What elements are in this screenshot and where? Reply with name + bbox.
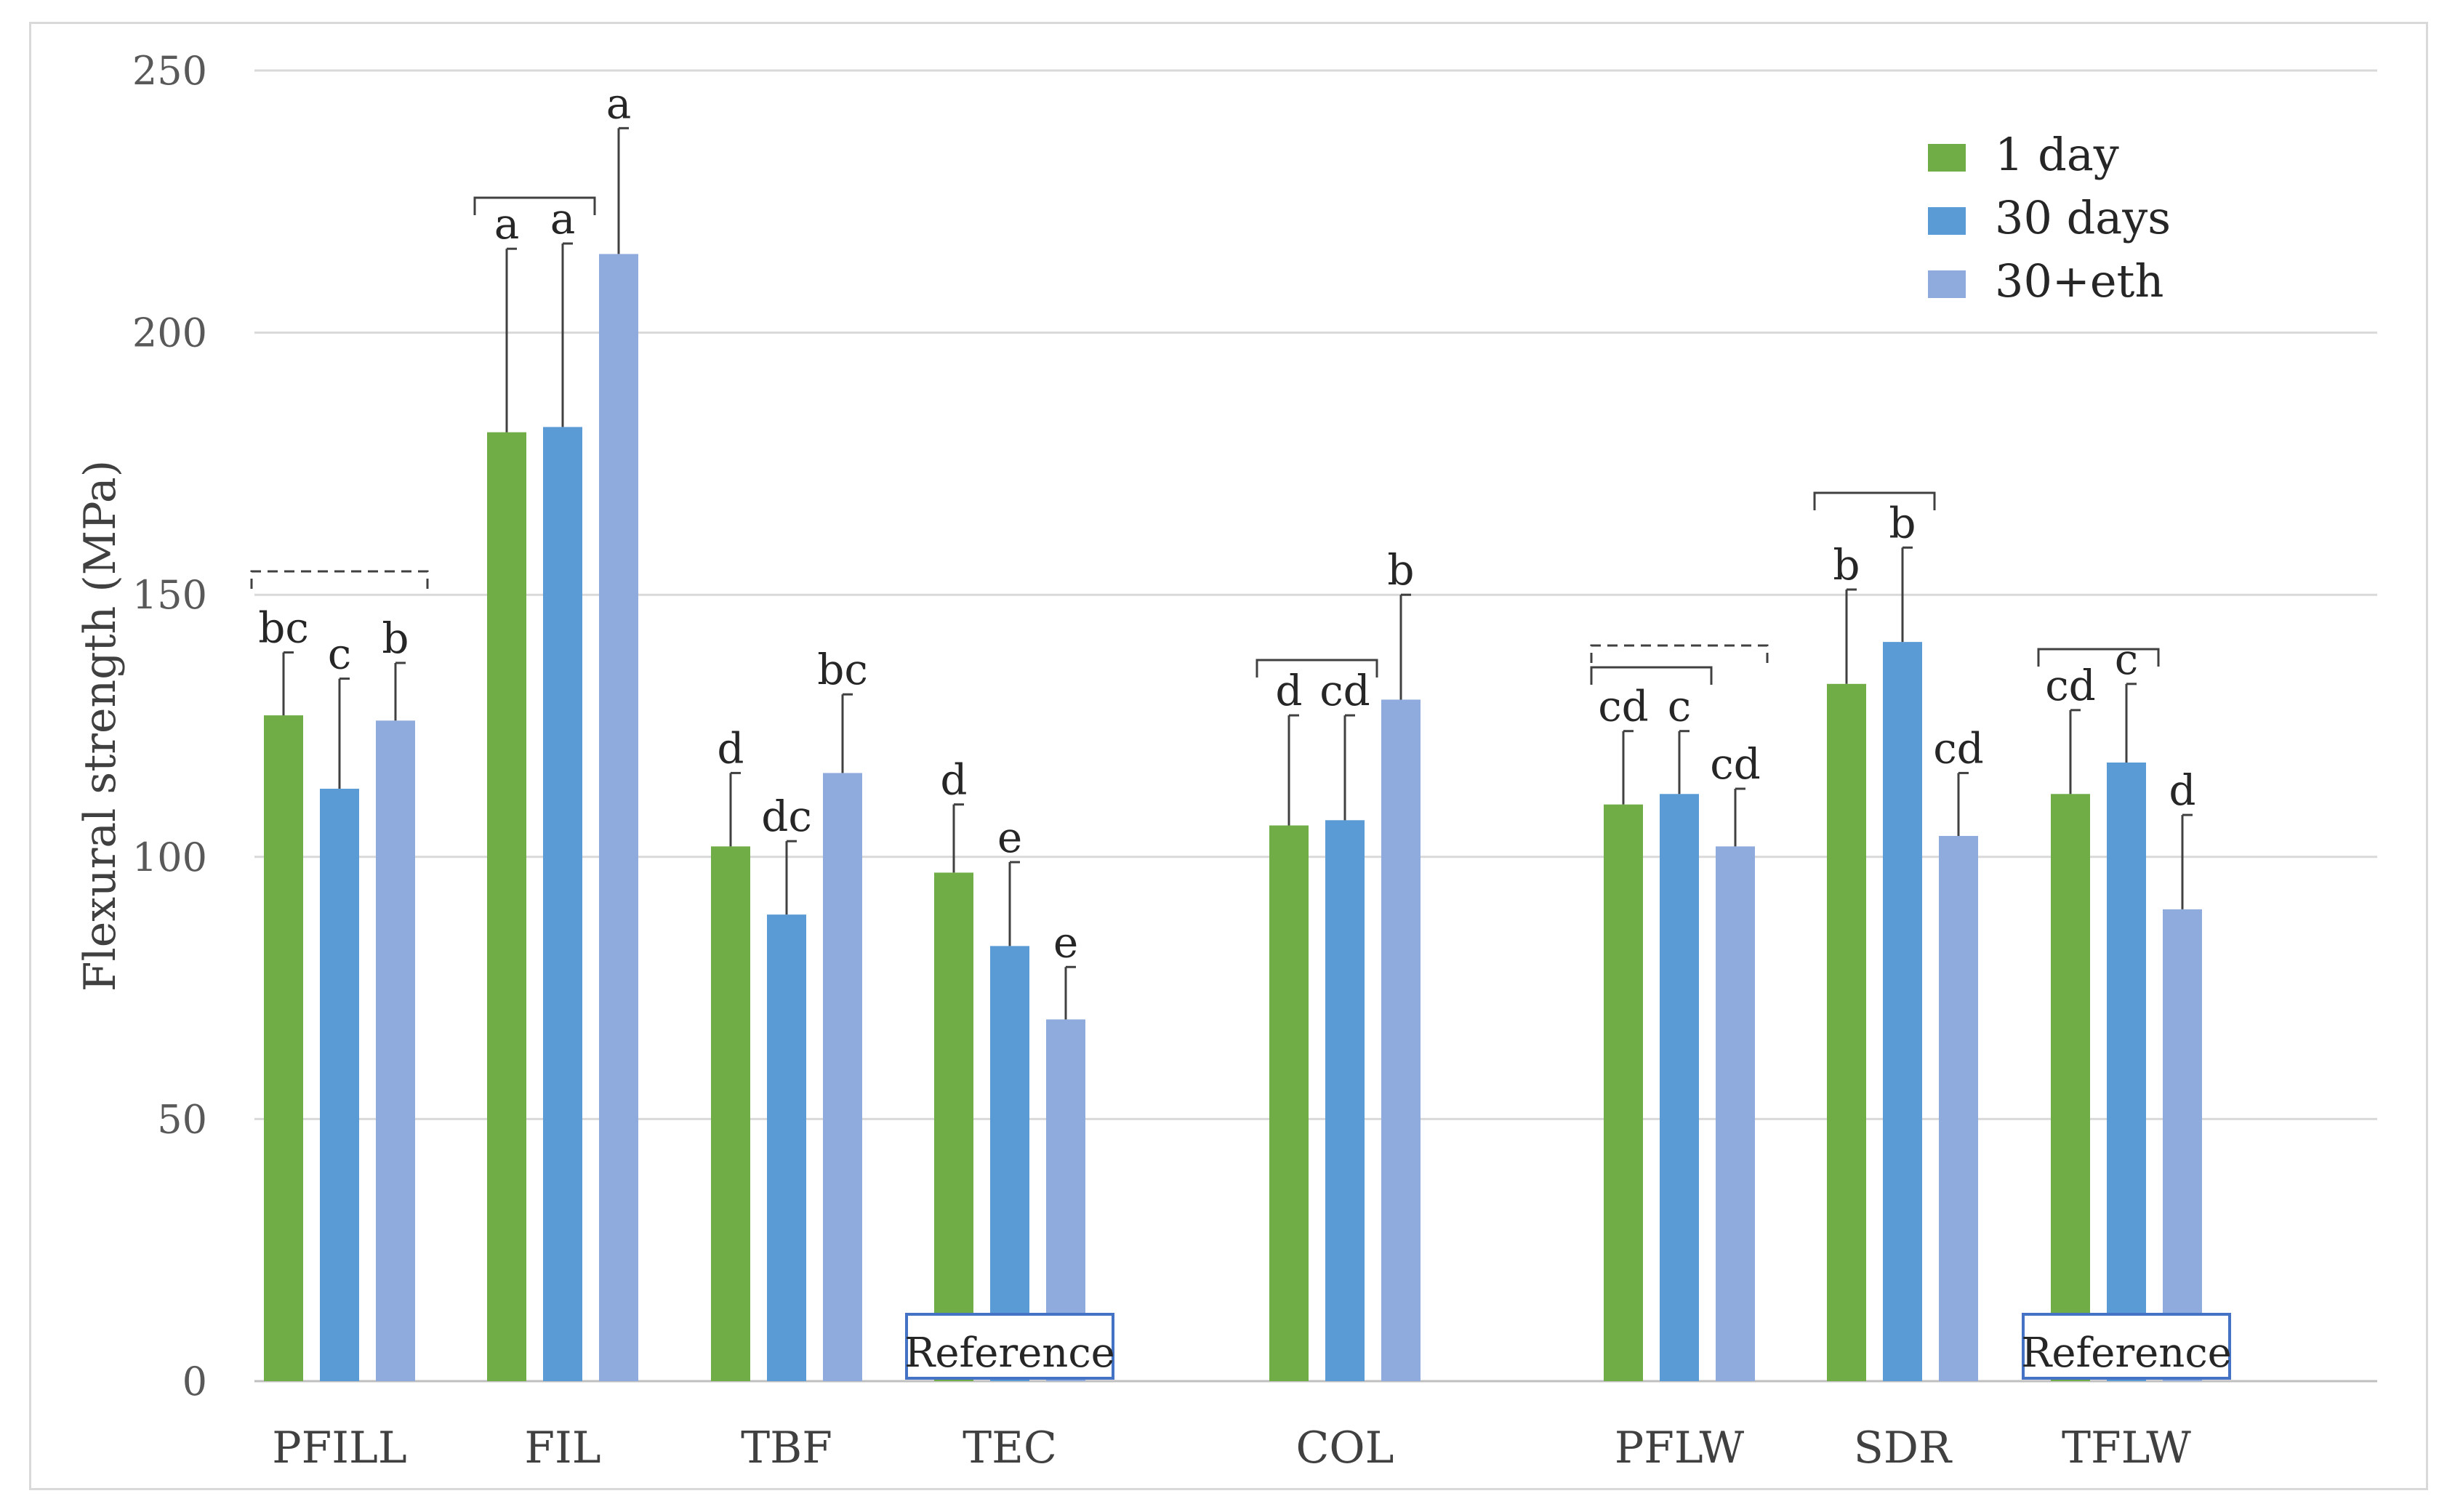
- grouping-bracket: [1590, 666, 1713, 685]
- bar-tec-0: [934, 872, 973, 1381]
- significance-letter: c: [328, 630, 351, 679]
- significance-letter: dc: [761, 792, 812, 841]
- legend-label-2: 30+eth: [1995, 254, 2163, 307]
- reference-box: [905, 1313, 1114, 1380]
- significance-letter: bc: [817, 645, 868, 694]
- legend-swatch-0: [1928, 144, 1966, 172]
- x-tick-label: PFILL: [272, 1423, 406, 1473]
- bar-col-2: [1381, 699, 1421, 1381]
- bar-sdr-0: [1827, 683, 1866, 1381]
- grouping-bracket: [473, 196, 596, 215]
- x-tick-label: PFLW: [1615, 1423, 1745, 1473]
- significance-letter: a: [550, 194, 576, 244]
- significance-letter: cd: [1933, 723, 1984, 773]
- y-tick-label: 200: [132, 310, 207, 356]
- significance-letter: a: [494, 199, 520, 249]
- bar-tbf-1: [767, 914, 806, 1381]
- x-tick-label: TFLW: [2062, 1423, 2191, 1473]
- significance-letter: cd: [1319, 666, 1370, 715]
- bar-pflw-0: [1604, 804, 1643, 1381]
- bar-tflw-1: [2107, 762, 2146, 1381]
- significance-letter: d: [717, 723, 744, 773]
- grouping-bracket: [1813, 491, 1936, 510]
- significance-letter: d: [940, 755, 967, 805]
- significance-letter: d: [1275, 666, 1302, 715]
- bar-pflw-2: [1716, 846, 1755, 1381]
- bar-fil-2: [599, 254, 638, 1381]
- bar-fil-1: [543, 427, 582, 1381]
- grouping-bracket: [1590, 644, 1769, 663]
- y-tick-label: 250: [132, 48, 207, 94]
- bar-tflw-0: [2051, 794, 2090, 1381]
- significance-letter: d: [2169, 765, 2195, 815]
- bar-col-1: [1325, 820, 1365, 1381]
- x-tick-label: SDR: [1854, 1423, 1953, 1473]
- x-tick-label: COL: [1296, 1423, 1394, 1473]
- bar-pfill-0: [264, 715, 303, 1381]
- bar-tbf-2: [823, 773, 862, 1381]
- bar-pfill-1: [320, 789, 359, 1381]
- legend-label-1: 30 days: [1995, 191, 2171, 244]
- significance-letter: b: [382, 614, 409, 663]
- significance-letter: c: [1668, 682, 1691, 731]
- chart-frame: [29, 22, 2428, 1490]
- y-tick-label: 0: [182, 1359, 207, 1404]
- bar-tec-1: [990, 946, 1029, 1381]
- significance-letter: e: [1053, 917, 1078, 967]
- legend-label-0: 1 day: [1995, 128, 2119, 181]
- bar-pfill-2: [376, 720, 415, 1381]
- significance-letter: bc: [258, 603, 309, 653]
- reference-box: [2022, 1313, 2231, 1380]
- x-tick-label: TBF: [741, 1423, 832, 1473]
- y-axis-label: Flexural strength (MPa): [75, 460, 126, 992]
- reference-label: Reference: [2021, 1330, 2232, 1377]
- bar-sdr-2: [1939, 835, 1978, 1381]
- grouping-bracket: [2037, 648, 2160, 667]
- y-tick-label: 100: [132, 835, 207, 880]
- significance-letter: b: [1889, 498, 1916, 547]
- significance-letter: b: [1833, 540, 1860, 590]
- bar-tbf-0: [711, 846, 750, 1381]
- significance-letter: e: [997, 813, 1022, 862]
- bar-pflw-1: [1660, 794, 1699, 1381]
- x-tick-label: TEC: [963, 1423, 1057, 1473]
- significance-letter: cd: [1710, 739, 1761, 789]
- grouping-bracket: [250, 570, 429, 589]
- legend-swatch-2: [1928, 270, 1966, 298]
- significance-letter: c: [2115, 635, 2138, 684]
- x-tick-label: FIL: [524, 1423, 600, 1473]
- significance-letter: cd: [2045, 661, 2096, 710]
- bar-sdr-1: [1883, 642, 1922, 1381]
- y-tick-label: 150: [132, 572, 207, 618]
- significance-letter: cd: [1598, 682, 1649, 731]
- legend-swatch-1: [1928, 207, 1966, 235]
- y-tick-label: 50: [157, 1096, 207, 1142]
- significance-letter: b: [1387, 545, 1414, 595]
- bar-col-0: [1269, 825, 1309, 1381]
- reference-label: Reference: [904, 1330, 1115, 1377]
- bar-fil-0: [487, 432, 526, 1382]
- grouping-bracket: [1255, 659, 1378, 677]
- bar-tflw-2: [2163, 909, 2202, 1381]
- significance-letter: a: [606, 79, 632, 128]
